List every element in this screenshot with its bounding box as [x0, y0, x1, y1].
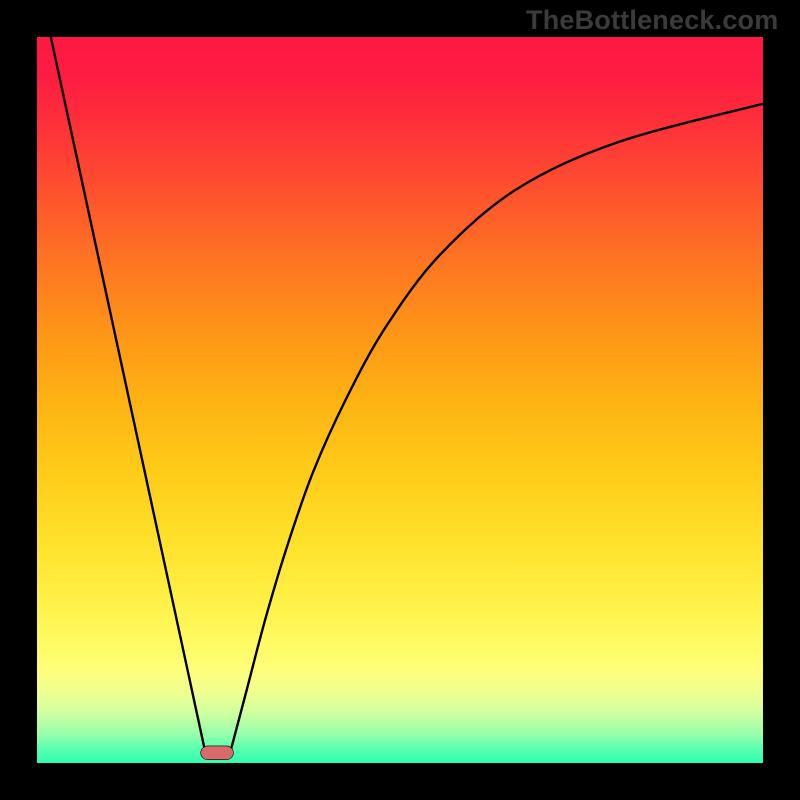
gradient-background: [37, 37, 763, 763]
bottleneck-chart: [37, 37, 763, 763]
watermark-label: TheBottleneck.com: [526, 5, 778, 36]
minimum-marker: [201, 746, 234, 760]
